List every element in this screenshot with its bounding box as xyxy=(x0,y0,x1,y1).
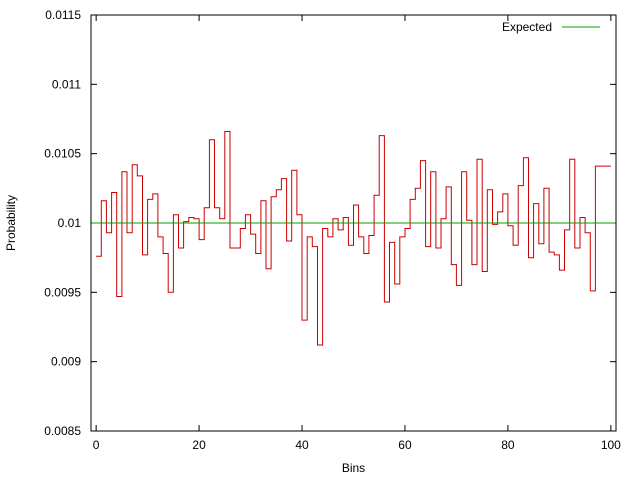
plot-frame xyxy=(90,14,617,432)
x-tick-label: 0 xyxy=(93,438,100,452)
plot-area xyxy=(91,131,616,346)
legend-label-expected: Expected xyxy=(502,20,552,34)
legend: Expected xyxy=(502,20,600,34)
x-tick-label: 60 xyxy=(398,438,412,452)
x-tick-label: 20 xyxy=(192,438,206,452)
y-tick-label: 0.011 xyxy=(52,77,81,91)
y-tick-label: 0.0085 xyxy=(44,424,81,438)
series-step-line xyxy=(96,131,611,346)
x-axis-ticks: 0 20 40 60 80 100 xyxy=(93,15,621,452)
x-axis-label: Bins xyxy=(342,461,365,475)
x-tick-label: 40 xyxy=(295,438,309,452)
y-tick-label: 0.009 xyxy=(51,355,81,369)
y-tick-label: 0.0095 xyxy=(44,285,81,299)
y-axis-label: Probability xyxy=(4,195,18,251)
y-tick-label: 0.01 xyxy=(58,216,82,230)
y-tick-label: 0.0115 xyxy=(45,8,81,22)
x-tick-label: 100 xyxy=(601,438,621,452)
y-tick-label: 0.0105 xyxy=(44,147,81,161)
x-tick-label: 80 xyxy=(501,438,515,452)
